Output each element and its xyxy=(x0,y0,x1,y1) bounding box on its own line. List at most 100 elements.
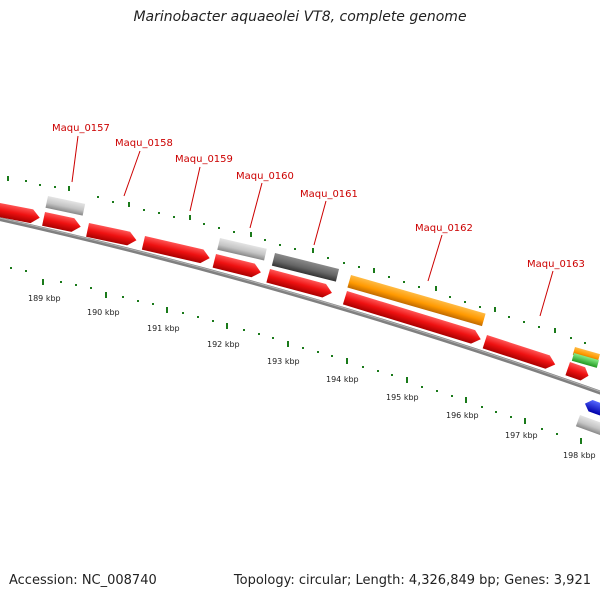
scale-tick-dot xyxy=(377,370,379,372)
scale-tick-dot xyxy=(122,296,124,298)
upper-tick-dot xyxy=(218,227,220,229)
upper-tick-dot xyxy=(570,337,572,339)
gene-orange-0162[interactable] xyxy=(347,275,486,327)
scale-tick-dot xyxy=(421,386,423,388)
genome-backbone xyxy=(0,217,600,395)
scale-label: 190 kbp xyxy=(87,308,120,317)
scale-label: 196 kbp xyxy=(446,411,479,420)
gene-label-leaders xyxy=(71,135,554,317)
upper-tick-minor xyxy=(68,186,70,191)
genome-stats: Topology: circular; Length: 4,326,849 bp… xyxy=(233,573,591,588)
gene-label[interactable]: Maqu_0158 xyxy=(115,138,173,149)
scale-tick-dot xyxy=(436,390,438,392)
upper-tick-dot xyxy=(343,262,345,264)
gene-label[interactable]: Maqu_0163 xyxy=(527,259,585,270)
upper-tick-dot xyxy=(264,239,266,241)
upper-tick-dot xyxy=(233,231,235,233)
scale-label: 189 kbp xyxy=(28,294,61,303)
gene-grey-lower[interactable] xyxy=(575,415,600,437)
upper-tick-dot xyxy=(538,326,540,328)
gene-red-e[interactable] xyxy=(212,254,263,279)
gene-red-h[interactable] xyxy=(482,335,558,371)
scale-label: 194 kbp xyxy=(326,375,359,384)
accession-label: Accession: NC_008740 xyxy=(9,573,157,588)
scale-tick-dot xyxy=(510,416,512,418)
upper-tick-dot xyxy=(358,266,360,268)
scale-tick-major xyxy=(226,323,228,329)
scale-tick-major xyxy=(346,358,348,364)
upper-tick-dot xyxy=(403,281,405,283)
upper-tick-dot xyxy=(143,209,145,211)
scale-label: 197 kbp xyxy=(505,431,538,440)
upper-tick-minor xyxy=(312,248,314,253)
scale-tick-major xyxy=(406,377,408,383)
upper-tick-dot xyxy=(418,286,420,288)
upper-tick-dot xyxy=(449,296,451,298)
scale-tick-dot xyxy=(243,329,245,331)
gene-blue-small[interactable] xyxy=(583,398,600,417)
scale-tick-major xyxy=(580,438,582,444)
scale-tick-dot xyxy=(182,312,184,314)
upper-tick-dot xyxy=(464,301,466,303)
upper-tick-dot xyxy=(523,321,525,323)
scale-tick-major xyxy=(287,341,289,347)
scale-tick-dot xyxy=(272,337,274,339)
scale-tick-dot xyxy=(75,284,77,286)
scale-label: 195 kbp xyxy=(386,393,419,402)
scale-tick-major xyxy=(166,307,168,313)
leader-line xyxy=(313,200,327,246)
scale-tick-dot xyxy=(495,411,497,413)
gene-red-d[interactable] xyxy=(141,236,211,265)
scale-tick-dot xyxy=(258,333,260,335)
gene-label[interactable]: Maqu_0157 xyxy=(52,123,110,134)
scale-tick-dot xyxy=(451,395,453,397)
scale-tick-dot xyxy=(25,270,27,272)
gene-green-small[interactable] xyxy=(571,353,599,368)
scale-label: 191 kbp xyxy=(147,324,180,333)
leader-line xyxy=(427,234,443,282)
gene-dark-0161[interactable] xyxy=(271,253,340,282)
gene-label[interactable]: Maqu_0162 xyxy=(415,223,473,234)
scale-tick-dot xyxy=(197,316,199,318)
scale-tick-dot xyxy=(317,351,319,353)
upper-tick-dot xyxy=(97,196,99,198)
scale-tick-dot xyxy=(152,303,154,305)
gene-red-b[interactable] xyxy=(42,212,82,234)
gene-label[interactable]: Maqu_0160 xyxy=(236,171,294,182)
upper-tick-dot xyxy=(294,248,296,250)
scale-tick-dot xyxy=(212,320,214,322)
upper-tick-dot xyxy=(279,244,281,246)
upper-tick-dot xyxy=(388,276,390,278)
upper-tick-dot xyxy=(54,186,56,188)
upper-tick-dot xyxy=(25,180,27,182)
upper-tick-dot xyxy=(173,216,175,218)
upper-tick-minor xyxy=(435,286,437,291)
gene-red-a[interactable] xyxy=(0,201,41,225)
gene-orange-small[interactable] xyxy=(572,347,600,362)
upper-tick-dot xyxy=(203,223,205,225)
gene-grey-0157[interactable] xyxy=(45,196,86,216)
upper-tick-dot xyxy=(327,257,329,259)
gene-label[interactable]: Maqu_0161 xyxy=(300,189,358,200)
scale-tick-dot xyxy=(362,366,364,368)
upper-tick-dot xyxy=(158,212,160,214)
upper-tick-minor xyxy=(128,202,130,207)
gene-grey-0160[interactable] xyxy=(217,238,267,261)
scale-tick-major xyxy=(42,279,44,285)
scale-tick-major xyxy=(524,418,526,424)
upper-tick-minor xyxy=(554,328,556,333)
gene-label[interactable]: Maqu_0159 xyxy=(175,154,233,165)
scale-tick-dot xyxy=(137,300,139,302)
gene-red-i[interactable] xyxy=(565,362,590,382)
scale-tick-dot xyxy=(90,287,92,289)
upper-tick-minor xyxy=(373,268,375,273)
scale-tick-dot xyxy=(541,428,543,430)
upper-tick-track xyxy=(7,176,586,344)
leader-line xyxy=(71,135,79,183)
genome-backbone-highlight xyxy=(0,217,600,393)
gene-red-g[interactable] xyxy=(342,291,483,346)
gene-red-f[interactable] xyxy=(266,269,333,300)
upper-tick-dot xyxy=(584,342,586,344)
gene-red-c[interactable] xyxy=(86,223,138,247)
scale-tick-dot xyxy=(302,347,304,349)
